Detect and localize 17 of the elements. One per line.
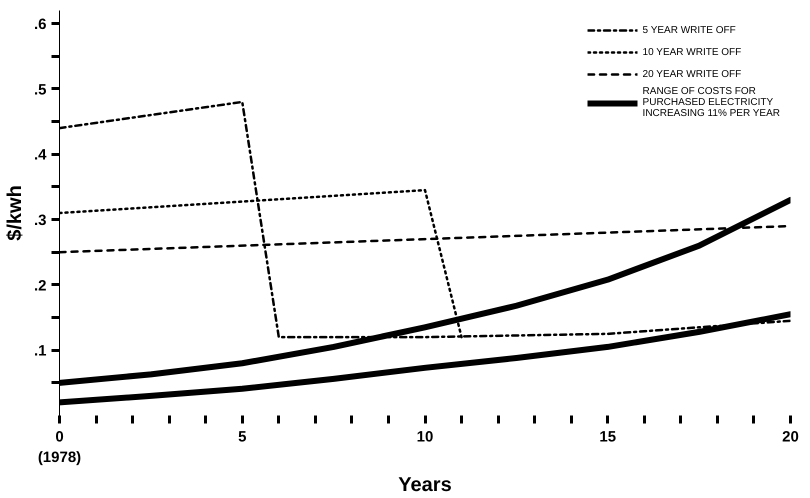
legend-label: RANGE OF COSTS FOR PURCHASED ELECTRICITY INCREASING 11% PER YEAR [642, 86, 780, 119]
legend-label: 10 YEAR WRITE OFF [642, 46, 742, 58]
legend-label: 20 YEAR WRITE OFF [642, 68, 742, 80]
x-tick-label: 5 [238, 428, 246, 446]
y-tick-label: .5 [34, 81, 47, 98]
y-tick-label: .6 [34, 16, 47, 34]
y-tick-label: .1 [34, 342, 47, 360]
x-tick-label: 0 (1978) [38, 428, 82, 466]
y-axis-title: $/kwh [4, 185, 26, 241]
x-tick-label: 15 [599, 428, 616, 446]
x-tick-label: 20 [782, 428, 799, 446]
y-tick-label: .4 [34, 146, 48, 164]
x-tick-label: 10 [416, 428, 434, 446]
y-tick-label: .3 [34, 212, 47, 230]
x-axis-title: Years [398, 474, 452, 496]
legend-label: 5 YEAR WRITE OFF [642, 24, 736, 36]
y-tick-label: .2 [34, 277, 47, 294]
